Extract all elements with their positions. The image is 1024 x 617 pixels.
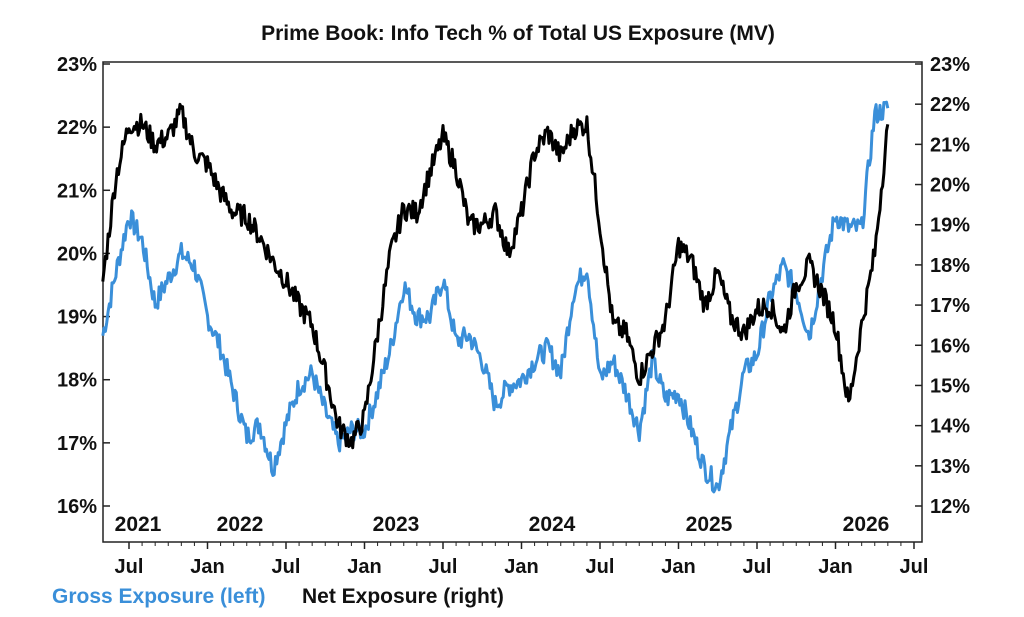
right-tick-label: 17% xyxy=(930,295,970,317)
x-axis: Jul Jan Jul Jan Jul Jan Jul Jan Jul Jan Jul xyxy=(115,542,929,578)
left-axis: 23% 22% 21% 20% 19% 18% 17% 16% xyxy=(57,54,110,518)
right-tick-label: 21% xyxy=(930,134,970,156)
plot-frame xyxy=(102,61,923,543)
left-tick-label: 16% xyxy=(57,496,97,518)
year-label: 2022 xyxy=(217,513,264,536)
x-tick-label: Jan xyxy=(504,556,538,578)
gross-exposure-line xyxy=(101,100,890,494)
x-tick-label: Jan xyxy=(347,556,381,578)
right-tick-label: 13% xyxy=(930,456,970,478)
right-tick-label: 18% xyxy=(930,255,970,277)
x-tick-label: Jan xyxy=(190,556,224,578)
left-tick-label: 23% xyxy=(57,54,97,76)
right-tick-label: 20% xyxy=(930,175,970,197)
right-tick-label: 22% xyxy=(930,94,970,116)
left-tick-label: 20% xyxy=(57,243,97,265)
chart-title: Prime Book: Info Tech % of Total US Expo… xyxy=(261,22,775,45)
x-tick-label: Jul xyxy=(115,556,144,578)
x-tick-label: Jul xyxy=(586,556,615,578)
left-tick-label: 18% xyxy=(57,370,97,392)
year-labels: 2021 2022 2023 2024 2025 2026 xyxy=(115,513,890,536)
x-tick-label: Jul xyxy=(743,556,772,578)
left-tick-label: 22% xyxy=(57,117,97,139)
left-tick-label: 21% xyxy=(57,180,97,202)
x-tick-label: Jan xyxy=(661,556,695,578)
year-label: 2021 xyxy=(115,513,162,536)
right-tick-label: 12% xyxy=(930,496,970,518)
year-label: 2023 xyxy=(373,513,420,536)
right-tick-label: 19% xyxy=(930,215,970,237)
x-tick-label: Jul xyxy=(900,556,929,578)
x-tick-label: Jul xyxy=(429,556,458,578)
left-tick-label: 17% xyxy=(57,433,97,455)
right-tick-label: 23% xyxy=(930,54,970,76)
right-tick-label: 16% xyxy=(930,335,970,357)
right-axis: 23% 22% 21% 20% 19% 18% 17% 16% 15% 14% 13% 12% xyxy=(915,54,970,518)
right-tick-label: 14% xyxy=(930,416,970,438)
x-tick-label: Jul xyxy=(272,556,301,578)
right-tick-label: 15% xyxy=(930,375,970,397)
year-label: 2025 xyxy=(686,513,733,536)
legend-net: Net Exposure (right) xyxy=(302,585,504,608)
left-tick-label: 19% xyxy=(57,307,97,329)
x-tick-label: Jan xyxy=(818,556,852,578)
legend-gross: Gross Exposure (left) xyxy=(52,585,266,608)
year-label: 2024 xyxy=(529,513,576,536)
year-label: 2026 xyxy=(843,513,890,536)
net-exposure-line xyxy=(101,102,890,450)
series-layer xyxy=(101,100,890,494)
